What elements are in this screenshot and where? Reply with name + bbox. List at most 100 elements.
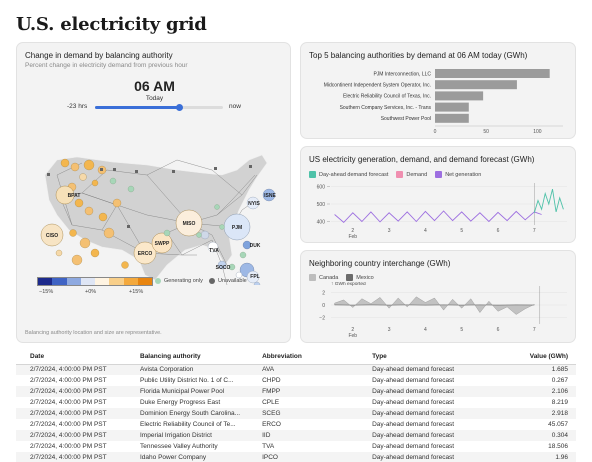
label-swpp: SWPP	[155, 241, 170, 247]
interchange-legend: Canada Mexico	[309, 274, 374, 281]
cell-type: Day-ahead demand forecast	[358, 408, 496, 419]
cell-date: 2/7/2024, 4:00:00 PM PST	[16, 408, 126, 419]
scale-tick-minus: −15%	[39, 289, 54, 295]
bar-mark[interactable]	[435, 91, 484, 101]
line-x-tick: 2	[351, 228, 354, 234]
line-card-title: US electricity generation, demand, and d…	[309, 155, 535, 164]
gen-demand-card: US electricity generation, demand, and d…	[300, 146, 576, 243]
label-pjm: PJM	[232, 225, 242, 231]
ba-circles	[40, 158, 276, 285]
cell-value: 1.685	[496, 364, 576, 375]
table-row[interactable]: 2/7/2024, 4:00:00 PM PST Avista Corporati…	[16, 364, 576, 375]
cell-value: 0.267	[551, 377, 568, 384]
col-abbr[interactable]: Abbreviation	[248, 350, 359, 365]
cell-abbr: IID	[248, 430, 359, 441]
time-slider[interactable]	[95, 104, 223, 111]
bar-mark[interactable]	[435, 80, 517, 90]
bar-x-tick: 100	[533, 129, 542, 135]
color-scale	[37, 277, 153, 286]
cell-date: 2/7/2024, 4:00:00 PM PST	[16, 430, 126, 441]
cell-date: 2/7/2024, 4:00:00 PM PST	[16, 386, 126, 397]
table-row[interactable]: 2/7/2024, 4:00:00 PM PST Idaho Power Comp…	[16, 452, 576, 462]
interchange-card-title: Neighboring country interchange (GWh)	[309, 259, 451, 268]
line-x-tick: 5	[460, 228, 463, 234]
area-y-tick: −2	[319, 316, 325, 322]
label-ciso: CISO	[46, 233, 58, 239]
cell-date: 2/7/2024, 4:00:00 PM PST	[30, 399, 107, 406]
cell-ba: Dominion Energy South Carolina...	[126, 408, 249, 419]
cell-value: 45.057	[548, 421, 568, 428]
area-x-tick: 3	[388, 327, 391, 333]
legend-swatch-canada	[309, 274, 316, 281]
map-footnote: Balancing authority location and size ar…	[25, 330, 162, 336]
interchange-card: Neighboring country interchange (GWh) Ca…	[300, 250, 576, 343]
generating-dot	[155, 278, 161, 284]
cell-ba: Florida Municipal Power Pool	[126, 386, 249, 397]
col-date[interactable]: Date	[16, 350, 126, 365]
legend-label-forecast: Day-ahead demand forecast	[319, 171, 389, 178]
bar-category-label: Midcontinent Independent System Operator…	[324, 83, 431, 89]
cell-date: 2/7/2024, 4:00:00 PM PST	[30, 421, 107, 428]
map-card-title: Change in demand by balancing authority	[25, 51, 173, 60]
cell-type: Day-ahead demand forecast	[358, 386, 496, 397]
cell-date: 2/7/2024, 4:00:00 PM PST	[16, 364, 126, 375]
bar-chart: PJM Interconnection, LLC Midcontinent Ind…	[324, 69, 563, 135]
series-line-0[interactable]	[334, 210, 542, 224]
table-row[interactable]: 2/7/2024, 4:00:00 PM PST Public Utility D…	[16, 375, 576, 386]
table-row[interactable]: 2/7/2024, 4:00:00 PM PST Florida Municipa…	[16, 386, 576, 397]
table-row[interactable]: 2/7/2024, 4:00:00 PM PST Duke Energy Prog…	[16, 397, 576, 408]
bar-mark[interactable]	[435, 102, 469, 112]
label-soco: SOCO	[216, 265, 231, 271]
area-y-tick: 2	[322, 290, 325, 296]
line-x-tick: 3	[388, 228, 391, 234]
col-ba[interactable]: Balancing authority	[126, 350, 249, 365]
slider-thumb[interactable]	[176, 104, 184, 111]
cell-ba: Imperial Irrigation District	[126, 430, 249, 441]
series-line-1[interactable]	[533, 188, 564, 213]
legend-label-canada: Canada	[319, 274, 339, 281]
line-x-tick: 7	[533, 228, 536, 234]
table-row[interactable]: 2/7/2024, 4:00:00 PM PST Imperial Irrigat…	[16, 430, 576, 441]
unavailable-dot	[209, 278, 215, 284]
cell-ba: Idaho Power Company	[126, 452, 249, 462]
table-row[interactable]: 2/7/2024, 4:00:00 PM PST Dominion Energy …	[16, 408, 576, 419]
us-land-shape	[44, 154, 268, 281]
col-type[interactable]: Type	[358, 350, 496, 365]
cell-date: 2/7/2024, 4:00:00 PM PST	[30, 443, 107, 450]
slider-fill	[95, 106, 180, 109]
cell-ba: Electric Reliability Council of Te...	[140, 421, 236, 428]
area-series-0[interactable]	[334, 296, 535, 315]
table-row[interactable]: 2/7/2024, 4:00:00 PM PST Tennessee Valley…	[16, 441, 576, 452]
table-row[interactable]: 2/7/2024, 4:00:00 PM PST Electric Reliabi…	[16, 419, 576, 430]
cell-type: Day-ahead demand forecast	[372, 421, 455, 428]
cell-type: Day-ahead demand forecast	[372, 443, 455, 450]
interchange-note: ↑ GWh exported	[331, 282, 366, 287]
cell-abbr: TVA	[262, 443, 275, 450]
map-card-subtitle: Percent change in electricity demand fro…	[25, 62, 188, 69]
cell-type: Day-ahead demand forecast	[372, 399, 455, 406]
cell-type: Day-ahead demand forecast	[358, 430, 496, 441]
area-x-tick: 4	[424, 327, 427, 333]
top5-bar-card: Top 5 balancing authorities by demand at…	[300, 42, 576, 139]
scale-tick-plus: +15%	[129, 289, 144, 295]
bar-category-label: Southwest Power Pool	[381, 116, 431, 122]
area-x-tick: 7	[533, 327, 536, 333]
bar-mark[interactable]	[435, 69, 550, 78]
generating-label: Generating only	[164, 278, 203, 284]
bar-mark[interactable]	[435, 113, 469, 123]
area-x-tick: 6	[497, 327, 500, 333]
label-erco: ERCO	[138, 251, 153, 257]
bar-card-title: Top 5 balancing authorities by demand at…	[309, 51, 528, 60]
day-readout: Today	[145, 95, 164, 102]
label-duk: DUK	[250, 243, 261, 249]
cell-abbr: AVA	[248, 364, 359, 375]
area-series-1[interactable]	[334, 304, 535, 306]
cell-abbr: SCEG	[248, 408, 359, 419]
bar-category-label: PJM Interconnection, LLC	[373, 71, 431, 77]
area-x-month: Feb	[348, 333, 357, 339]
cell-ba: Public Utility District No. 1 of C...	[140, 377, 234, 384]
label-nyis: NYIS	[248, 201, 260, 207]
cell-date: 2/7/2024, 4:00:00 PM PST	[30, 377, 107, 384]
data-table: Date Balancing authority Abbreviation Ty…	[16, 350, 576, 462]
col-value[interactable]: Value (GWh)	[496, 350, 576, 365]
